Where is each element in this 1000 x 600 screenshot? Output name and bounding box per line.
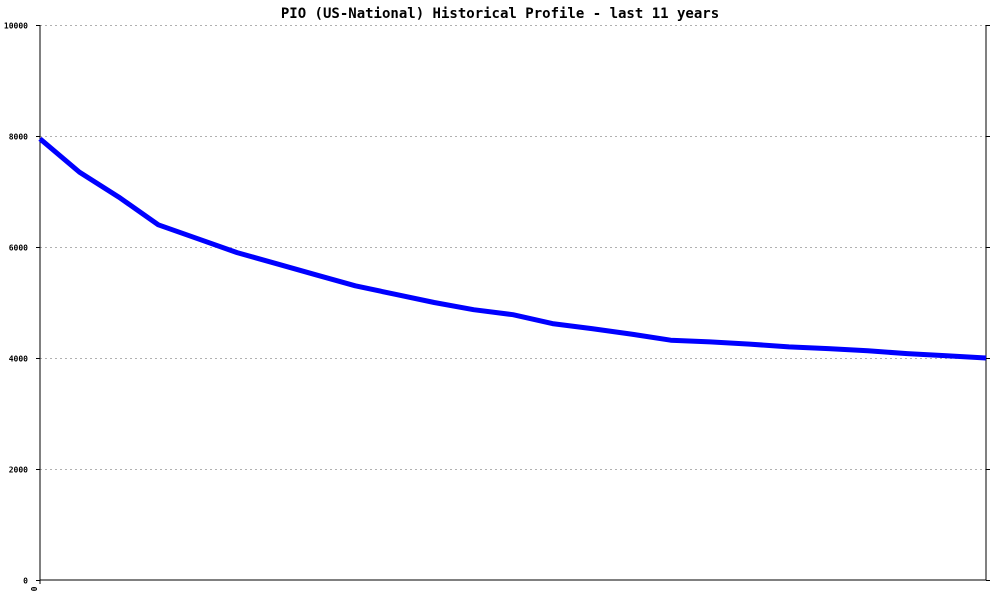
y-tick-label: 4000 — [9, 355, 28, 364]
grid-lines — [40, 25, 986, 470]
y-tick-label: 0 — [23, 577, 28, 586]
x-tick-label: 0 — [30, 586, 39, 591]
y-tick-label: 8000 — [9, 133, 28, 142]
series-lines — [38, 136, 987, 361]
y-tick-label: 10000 — [4, 22, 28, 31]
axes — [39, 25, 987, 581]
y-tick-labels: 0 2000 4000 6000 8000 10000 — [4, 22, 990, 586]
x-tick-labels: 0 — [30, 580, 41, 591]
series-line — [38, 136, 987, 361]
y-tick-label: 2000 — [9, 466, 28, 475]
chart-title: PIO (US-National) Historical Profile - l… — [281, 6, 719, 22]
y-tick-label: 6000 — [9, 244, 28, 253]
